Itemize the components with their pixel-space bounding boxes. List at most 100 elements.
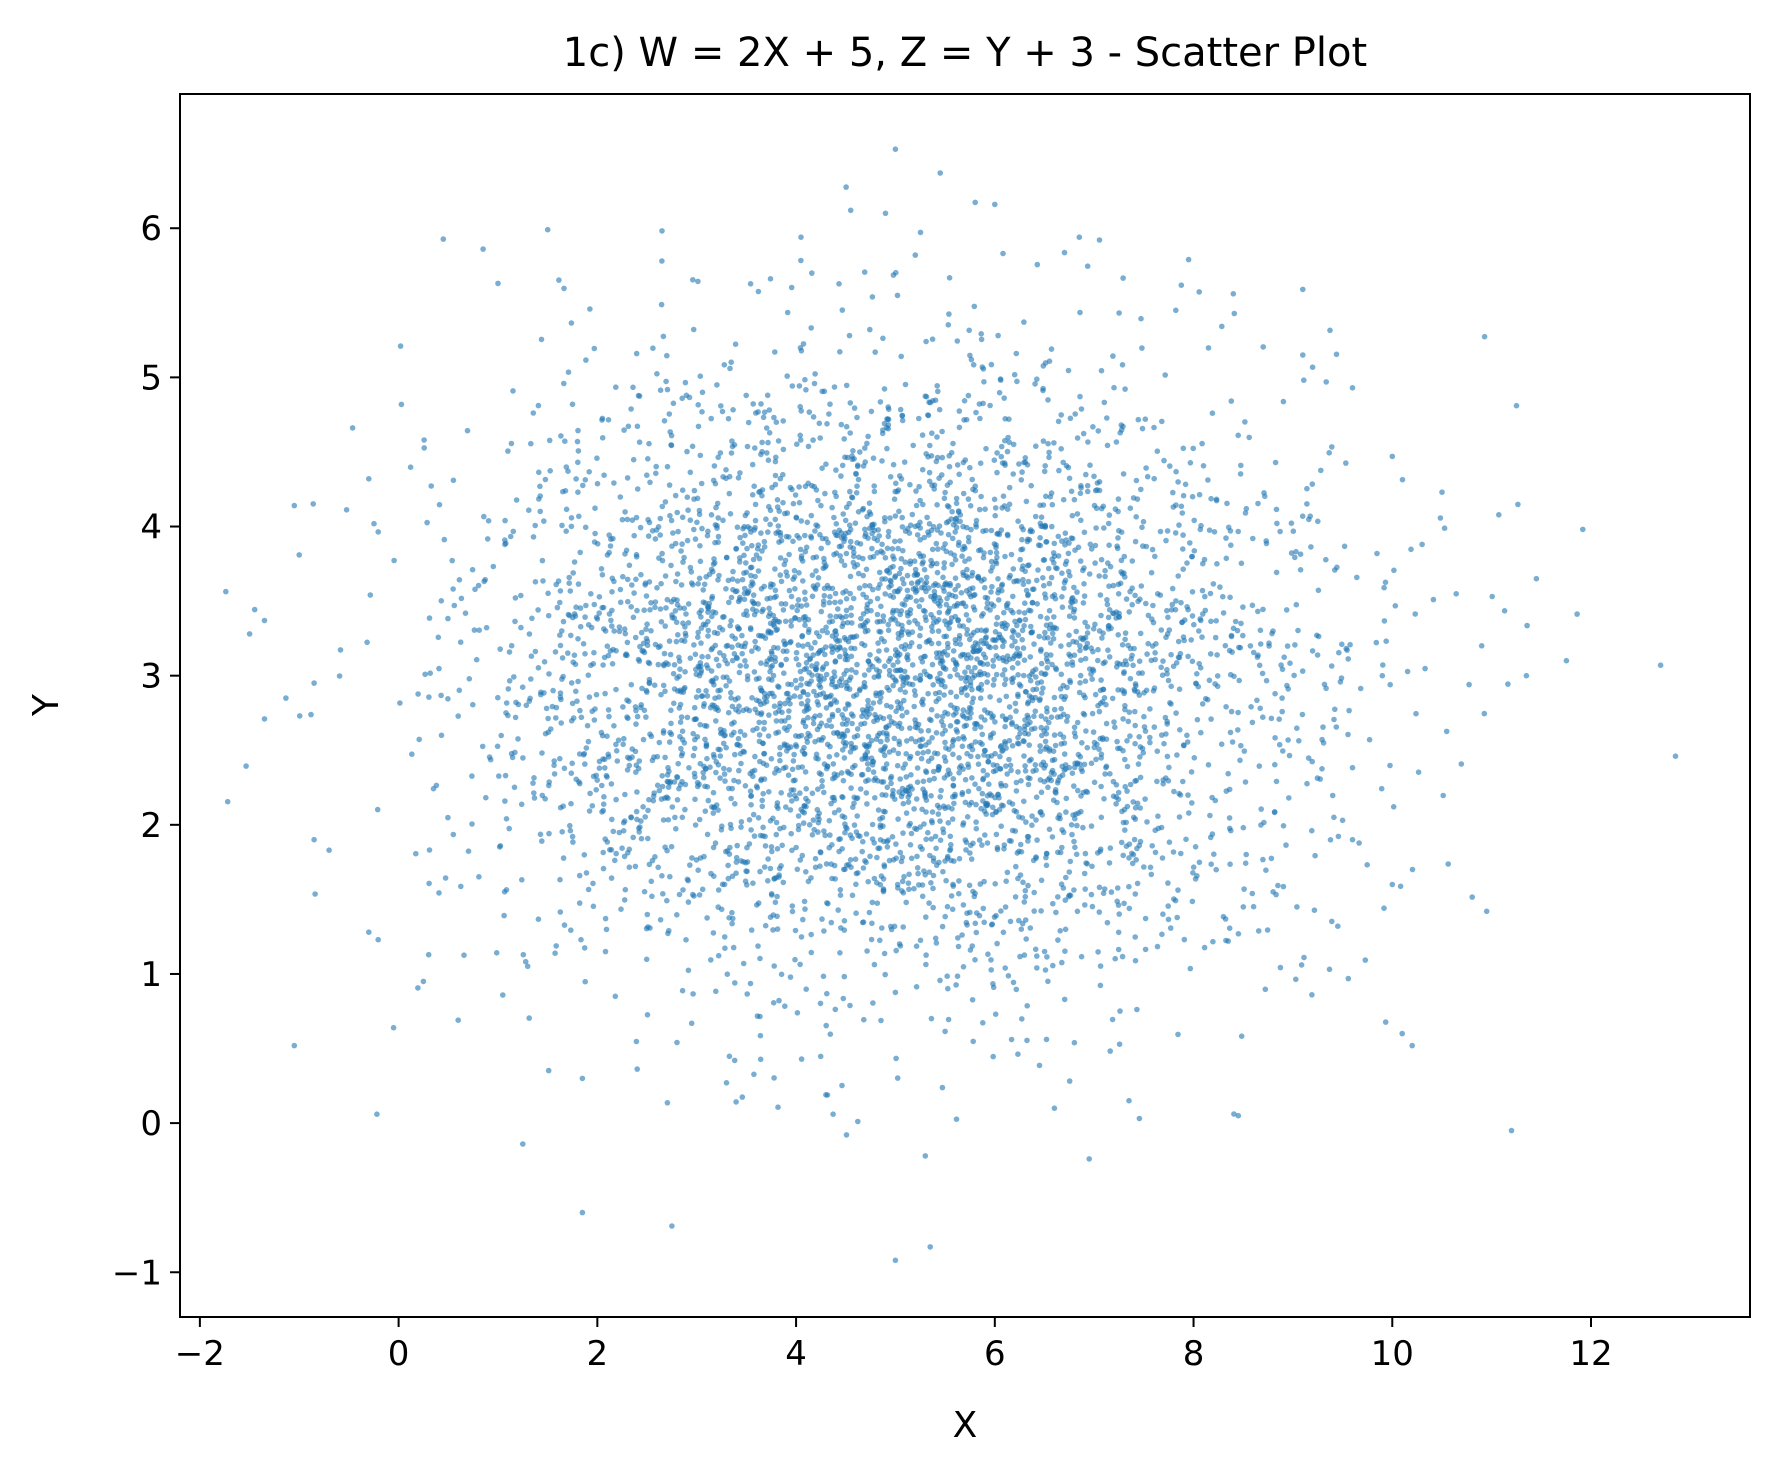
scatter-point: [980, 400, 986, 407]
scatter-point: [1197, 665, 1204, 671]
scatter-point: [747, 770, 753, 777]
scatter-point: [1110, 793, 1117, 799]
scatter-point: [1058, 412, 1064, 418]
scatter-point: [740, 540, 746, 546]
scatter-point: [711, 463, 718, 469]
scatter-point: [704, 532, 711, 539]
scatter-point: [925, 727, 932, 734]
scatter-point: [990, 1053, 996, 1060]
scatter-point: [561, 380, 567, 387]
scatter-point: [579, 1209, 586, 1216]
scatter-point: [616, 624, 623, 630]
scatter-point: [958, 590, 965, 596]
scatter-point: [843, 184, 849, 190]
scatter-point: [1120, 471, 1127, 477]
scatter-point: [1126, 905, 1133, 912]
scatter-point: [677, 666, 683, 672]
scatter-point: [723, 643, 730, 649]
scatter-point: [752, 524, 758, 531]
scatter-point: [839, 1082, 845, 1089]
scatter-point: [709, 804, 715, 810]
scatter-point: [1409, 866, 1416, 873]
scatter-point: [786, 534, 792, 540]
scatter-point: [790, 500, 797, 507]
scatter-point: [519, 684, 526, 690]
scatter-point: [977, 724, 984, 730]
scatter-point: [651, 682, 658, 688]
scatter-point: [1080, 824, 1086, 831]
scatter-point: [826, 817, 833, 824]
scatter-point: [1033, 794, 1040, 800]
scatter-point: [1027, 608, 1034, 614]
scatter-point: [719, 881, 726, 888]
scatter-point: [1166, 764, 1172, 771]
scatter-point: [747, 788, 754, 794]
scatter-point: [1307, 513, 1313, 519]
scatter-point: [679, 487, 686, 494]
scatter-point: [784, 373, 790, 379]
scatter-point: [890, 662, 896, 668]
scatter-point: [1496, 512, 1502, 518]
scatter-point: [847, 430, 853, 436]
scatter-point: [1098, 556, 1105, 563]
scatter-point: [715, 454, 721, 461]
scatter-point: [476, 874, 482, 880]
scatter-point: [1122, 706, 1128, 713]
scatter-point: [644, 911, 651, 918]
scatter-point: [553, 715, 559, 721]
scatter-point: [968, 669, 975, 675]
scatter-point: [633, 1038, 640, 1045]
scatter-point: [726, 767, 732, 773]
scatter-point: [909, 629, 916, 635]
scatter-point: [1037, 535, 1043, 541]
scatter-point: [930, 872, 937, 879]
scatter-point: [531, 795, 538, 801]
scatter-point: [938, 787, 944, 794]
scatter-point: [503, 540, 509, 547]
scatter-point: [1404, 668, 1411, 675]
scatter-point: [949, 561, 955, 568]
scatter-point: [1143, 465, 1149, 471]
scatter-point: [1112, 955, 1118, 962]
scatter-point: [1102, 659, 1108, 665]
scatter-point: [558, 720, 564, 726]
scatter-point: [837, 887, 844, 893]
scatter-point: [1055, 553, 1062, 559]
scatter-point: [779, 842, 785, 849]
scatter-point: [1016, 609, 1022, 615]
scatter-point: [1029, 671, 1035, 677]
scatter-point: [907, 842, 914, 848]
scatter-point: [1042, 629, 1048, 636]
scatter-point: [532, 579, 539, 585]
scatter-point: [666, 638, 673, 644]
scatter-point: [890, 594, 897, 600]
scatter-point: [537, 493, 543, 499]
scatter-point: [1058, 671, 1065, 678]
scatter-point: [889, 546, 896, 552]
scatter-point: [713, 504, 719, 511]
scatter-point: [445, 615, 451, 622]
scatter-point: [1092, 691, 1099, 698]
scatter-point: [855, 832, 861, 839]
scatter-point: [816, 420, 823, 427]
scatter-point: [1029, 629, 1036, 635]
scatter-point: [808, 645, 814, 651]
scatter-point: [728, 695, 734, 701]
scatter-point: [1035, 567, 1041, 573]
scatter-point: [700, 599, 707, 605]
scatter-point: [757, 955, 763, 962]
scatter-point: [829, 649, 835, 656]
scatter-point: [958, 763, 964, 769]
scatter-point: [677, 701, 684, 708]
scatter-point: [1120, 852, 1126, 859]
scatter-point: [1013, 809, 1020, 815]
scatter-point: [898, 565, 904, 572]
scatter-point: [496, 844, 503, 850]
scatter-point: [1165, 677, 1172, 684]
scatter-point: [366, 929, 372, 935]
scatter-point: [991, 496, 998, 503]
scatter-point: [990, 981, 996, 987]
scatter-point: [771, 963, 777, 969]
scatter-point: [601, 626, 607, 632]
scatter-point: [653, 463, 659, 470]
